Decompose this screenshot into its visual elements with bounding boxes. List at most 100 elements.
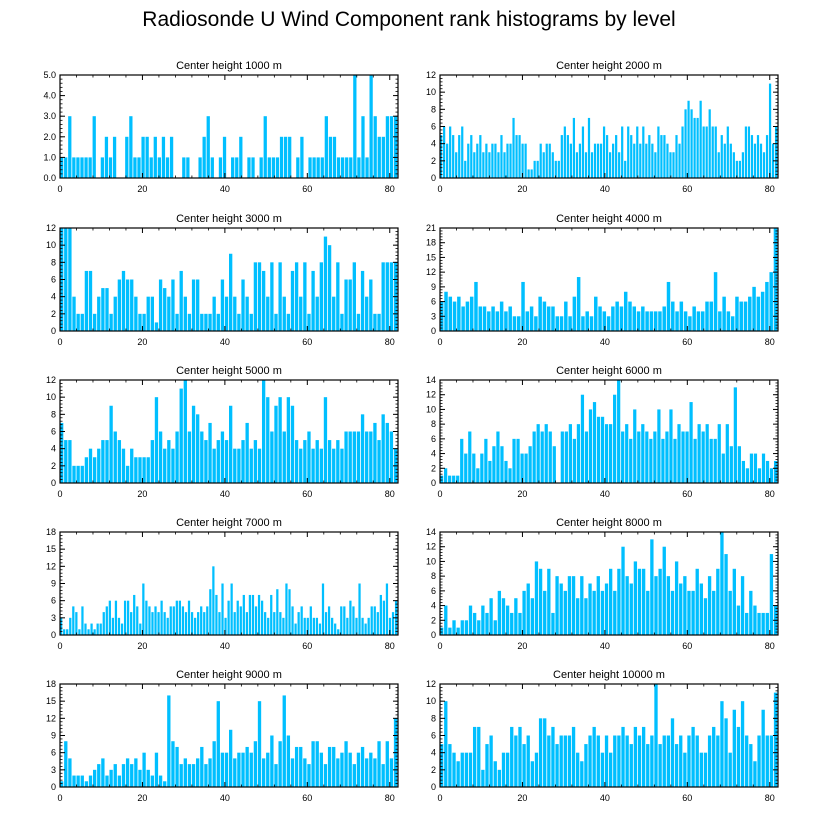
histogram-bar <box>319 262 323 331</box>
histogram-bar <box>521 281 525 331</box>
histogram-bar <box>76 775 80 787</box>
histogram-bar <box>179 270 183 331</box>
histogram-bar <box>691 590 695 635</box>
y-tick-label: 4.0 <box>43 91 56 101</box>
histogram-bar <box>613 394 617 483</box>
histogram-bar <box>352 606 355 635</box>
histogram-bar <box>581 316 585 331</box>
histogram-bar <box>679 301 684 331</box>
panel-title: Center height 7000 m <box>176 517 282 529</box>
histogram-bar <box>278 397 282 483</box>
histogram-bar <box>257 448 262 483</box>
histogram-bar <box>604 583 609 635</box>
histogram-bar <box>72 296 76 331</box>
histogram-bar <box>527 169 530 178</box>
histogram-bar <box>230 583 233 635</box>
histogram-bar <box>349 157 353 178</box>
y-tick-label: 12 <box>46 561 56 571</box>
y-tick-label: 8 <box>431 104 436 114</box>
histogram-bar <box>768 83 772 178</box>
histogram-bar <box>191 764 196 787</box>
histogram-bar <box>171 741 175 787</box>
histogram-bar <box>458 135 461 178</box>
x-tick-label: 40 <box>600 641 610 651</box>
y-tick-label: 2 <box>51 461 56 471</box>
y-tick-label: 1.0 <box>43 152 56 162</box>
histogram-bar <box>712 726 716 787</box>
histogram-bar <box>584 744 588 787</box>
histogram-bar <box>200 746 204 787</box>
histogram-bar <box>113 296 117 331</box>
histogram-bar <box>175 600 178 635</box>
histogram-bar <box>332 746 336 787</box>
panel-title: Center height 9000 m <box>176 669 282 681</box>
histogram-bar <box>105 775 109 787</box>
histogram-bar <box>555 316 559 331</box>
histogram-bar <box>600 416 605 483</box>
histogram-bar <box>261 380 266 483</box>
histogram-bar <box>336 157 341 178</box>
histogram-bar <box>117 775 122 787</box>
histogram-bar <box>157 157 161 178</box>
histogram-bar <box>377 741 381 787</box>
histogram-bar <box>373 116 377 178</box>
histogram-bar <box>245 612 248 635</box>
histogram-bar <box>303 758 307 787</box>
histogram-bar <box>653 311 658 331</box>
histogram-bar <box>104 136 109 178</box>
histogram-bar <box>619 306 624 331</box>
histogram-bar <box>576 424 581 483</box>
histogram-bar <box>84 157 88 178</box>
histogram-bar <box>473 152 476 178</box>
x-tick-label: 60 <box>302 337 312 347</box>
histogram-bar <box>505 752 510 787</box>
y-tick-label: 4 <box>431 449 436 459</box>
histogram-bar <box>303 440 307 483</box>
histogram-bar <box>373 422 377 483</box>
y-tick-label: 10 <box>426 404 436 414</box>
histogram-bar <box>125 279 130 331</box>
histogram-bar <box>774 126 778 178</box>
histogram-bar <box>743 301 748 331</box>
histogram-bar <box>518 726 522 787</box>
histogram-bar <box>130 279 134 331</box>
histogram-bar <box>666 143 669 178</box>
histogram-bar <box>632 306 637 331</box>
histogram-bar <box>687 100 690 178</box>
histogram-bar <box>470 135 473 178</box>
y-tick-label: 18 <box>46 679 56 689</box>
histogram-bar <box>191 405 196 483</box>
histogram-bar <box>716 735 720 787</box>
histogram-bar <box>154 322 159 331</box>
histogram-bar <box>161 136 166 178</box>
histogram-bar <box>206 606 209 635</box>
histogram-bar <box>675 135 678 178</box>
histogram-bar <box>117 617 121 635</box>
histogram-bar <box>551 152 554 178</box>
histogram-bar <box>696 117 699 178</box>
histogram-bar <box>358 583 361 635</box>
histogram-bar <box>739 301 743 331</box>
histogram-bar <box>163 288 167 331</box>
histogram-bar <box>137 157 141 178</box>
histogram-bar <box>636 311 641 331</box>
histogram-bar <box>677 424 681 483</box>
histogram-bar <box>340 752 344 787</box>
histogram-bar <box>689 402 693 483</box>
histogram-bar <box>263 116 267 178</box>
histogram-bar <box>389 431 394 483</box>
y-tick-label: 15 <box>46 544 56 554</box>
histogram-bar <box>534 316 538 331</box>
histogram-bar <box>200 606 203 635</box>
histogram-bar <box>373 758 377 787</box>
histogram-bar <box>480 453 484 483</box>
y-tick-label: 14 <box>426 527 436 537</box>
histogram-bar <box>253 741 258 787</box>
histogram-bar <box>93 629 96 635</box>
histogram-bar <box>105 440 109 483</box>
x-tick-label: 60 <box>302 184 312 194</box>
histogram-panel: Center height 2000 m 0 20 40 60 80 0 2 4 6 8 10 12 <box>426 60 779 194</box>
histogram-bar <box>733 387 737 483</box>
histogram-bar <box>636 126 639 178</box>
histogram-bar <box>348 752 352 787</box>
